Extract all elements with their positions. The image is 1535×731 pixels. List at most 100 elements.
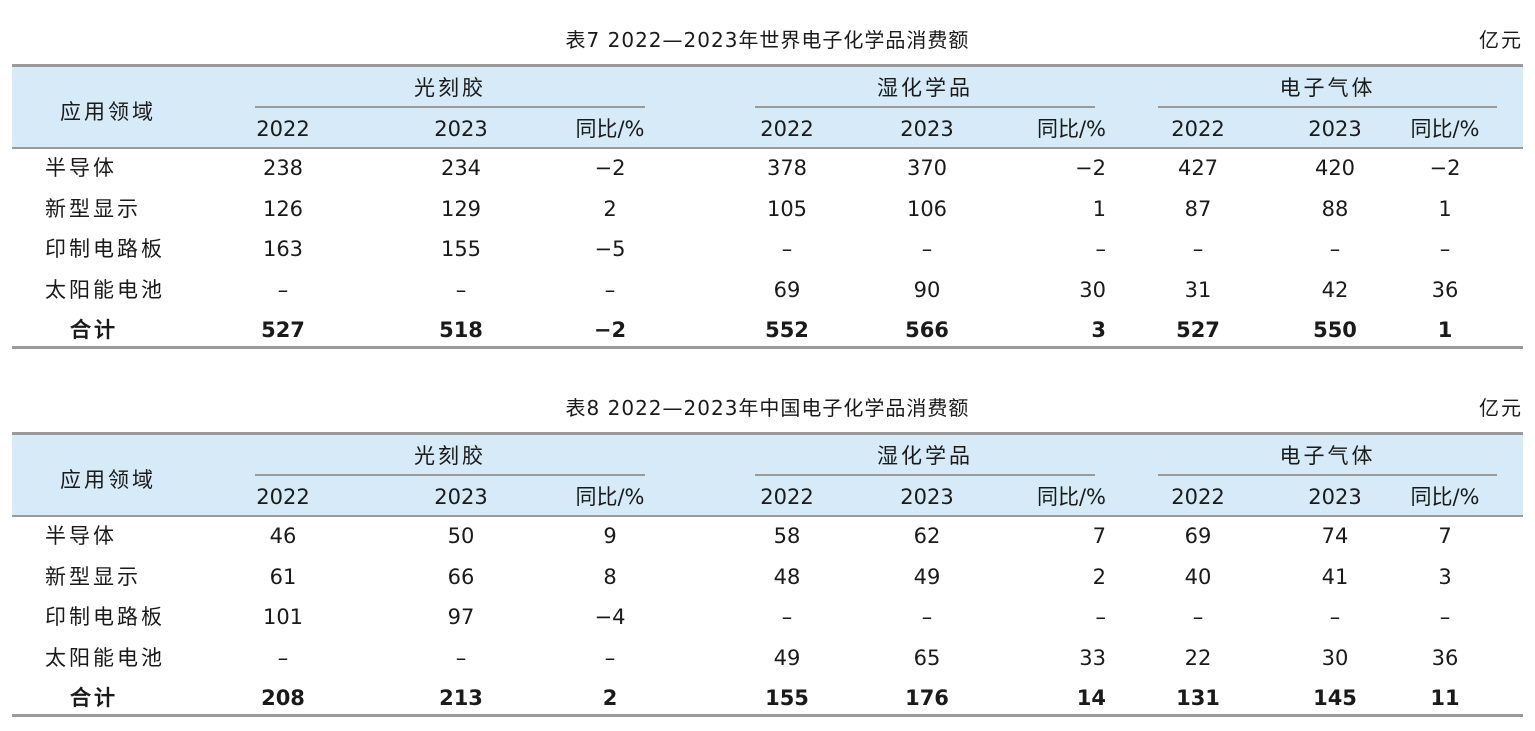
group-underline (755, 106, 1095, 108)
column-header: 同比/% (575, 117, 645, 141)
table-cell: – (1439, 605, 1451, 629)
table-cell: 50 (447, 524, 475, 548)
table-cell: – (1329, 237, 1341, 261)
table-cell: 378 (766, 156, 808, 180)
table-title: 表7 2022—2023年世界电子化学品消费额 (565, 28, 970, 52)
table-cell: – (781, 605, 793, 629)
table-cell: −2 (1429, 156, 1461, 180)
column-header: 2022 (1171, 485, 1225, 509)
group-header: 电子气体 (1279, 444, 1376, 468)
table-cell: 49 (773, 646, 801, 670)
table-cell: 234 (440, 156, 482, 180)
table-cell: 66 (447, 565, 475, 589)
table-cell: – (604, 278, 616, 302)
table-cell: 370 (906, 156, 948, 180)
total-cell: 550 (1313, 318, 1357, 342)
table-cell: −4 (594, 605, 626, 629)
top-rule (12, 64, 1523, 67)
table-cell: 2 (603, 197, 617, 221)
table-cell: – (277, 646, 289, 670)
total-cell: 3 (1091, 318, 1106, 342)
unit-label: 亿元 (1479, 396, 1523, 420)
table-cell: 106 (906, 197, 948, 221)
group-underline (255, 474, 645, 476)
group-header: 光刻胶 (414, 444, 486, 468)
group-underline (255, 106, 645, 108)
total-cell: 527 (1176, 318, 1220, 342)
table-cell: – (1095, 605, 1107, 629)
header-bottom-rule (12, 147, 1523, 149)
table-cell: 7 (1438, 524, 1452, 548)
table-cell: 7 (1092, 524, 1106, 548)
total-cell: 131 (1176, 686, 1220, 710)
column-header: 2022 (1171, 117, 1225, 141)
table-cell: −2 (594, 156, 626, 180)
group-underline (755, 474, 1095, 476)
row-label: 印制电路板 (45, 605, 165, 629)
table-cell: 427 (1177, 156, 1219, 180)
total-cell: 552 (765, 318, 809, 342)
table-cell: −2 (1075, 156, 1106, 180)
table-cell: 31 (1184, 278, 1212, 302)
row-header-label: 应用领域 (60, 100, 156, 124)
table-cell: 1 (1092, 197, 1106, 221)
table-block: 表7 2022—2023年世界电子化学品消费额 亿元应用领域 光刻胶 湿化学品 电子气体… (0, 0, 1535, 360)
row-label: 新型显示 (45, 197, 141, 221)
column-header: 2022 (760, 485, 814, 509)
table-cell: 69 (1184, 524, 1212, 548)
column-header: 2022 (256, 117, 310, 141)
group-header: 湿化学品 (877, 444, 973, 468)
table-cell: – (455, 646, 467, 670)
table-cell: 58 (773, 524, 801, 548)
table-cell: 61 (269, 565, 297, 589)
table-cell: 49 (913, 565, 941, 589)
unit-label: 亿元 (1479, 28, 1523, 52)
group-header: 电子气体 (1279, 76, 1376, 100)
table-cell: – (1192, 237, 1204, 261)
total-cell: 176 (905, 686, 949, 710)
total-cell: 145 (1313, 686, 1357, 710)
table-cell: 65 (913, 646, 941, 670)
table-cell: 101 (262, 605, 304, 629)
column-header: 2023 (434, 485, 488, 509)
total-cell: 11 (1430, 686, 1460, 710)
total-cell: 155 (765, 686, 809, 710)
total-cell: 527 (261, 318, 305, 342)
group-header: 湿化学品 (877, 76, 973, 100)
column-header: 2022 (256, 485, 310, 509)
group-underline (1158, 474, 1497, 476)
row-label: 半导体 (45, 524, 117, 548)
table-cell: 163 (262, 237, 304, 261)
table-cell: 74 (1321, 524, 1349, 548)
column-header: 2023 (1308, 117, 1362, 141)
table-cell: 46 (269, 524, 297, 548)
column-header: 同比/% (1410, 117, 1480, 141)
table-cell: 87 (1184, 197, 1212, 221)
table-cell: 36 (1431, 646, 1459, 670)
column-header: 2022 (760, 117, 814, 141)
table-cell: 22 (1184, 646, 1212, 670)
total-row-label: 合计 (70, 318, 118, 342)
row-header-label: 应用领域 (60, 468, 156, 492)
row-label: 新型显示 (45, 565, 141, 589)
group-header: 光刻胶 (414, 76, 486, 100)
table-cell: 40 (1184, 565, 1212, 589)
group-underline (1158, 106, 1497, 108)
table-cell: 62 (913, 524, 941, 548)
table-cell: 97 (447, 605, 475, 629)
table-cell: 8 (603, 565, 617, 589)
table-cell: 36 (1431, 278, 1459, 302)
table-cell: – (1439, 237, 1451, 261)
table-cell: – (455, 278, 467, 302)
column-header: 同比/% (1036, 117, 1106, 141)
bottom-rule (12, 714, 1523, 717)
row-label: 太阳能电池 (45, 646, 165, 670)
total-cell: 14 (1076, 686, 1106, 710)
column-header: 2023 (900, 485, 954, 509)
table-cell: – (921, 605, 933, 629)
total-cell: 213 (439, 686, 483, 710)
table-cell: 9 (603, 524, 617, 548)
row-label: 印制电路板 (45, 237, 165, 261)
table-cell: – (604, 646, 616, 670)
column-header: 2023 (434, 117, 488, 141)
